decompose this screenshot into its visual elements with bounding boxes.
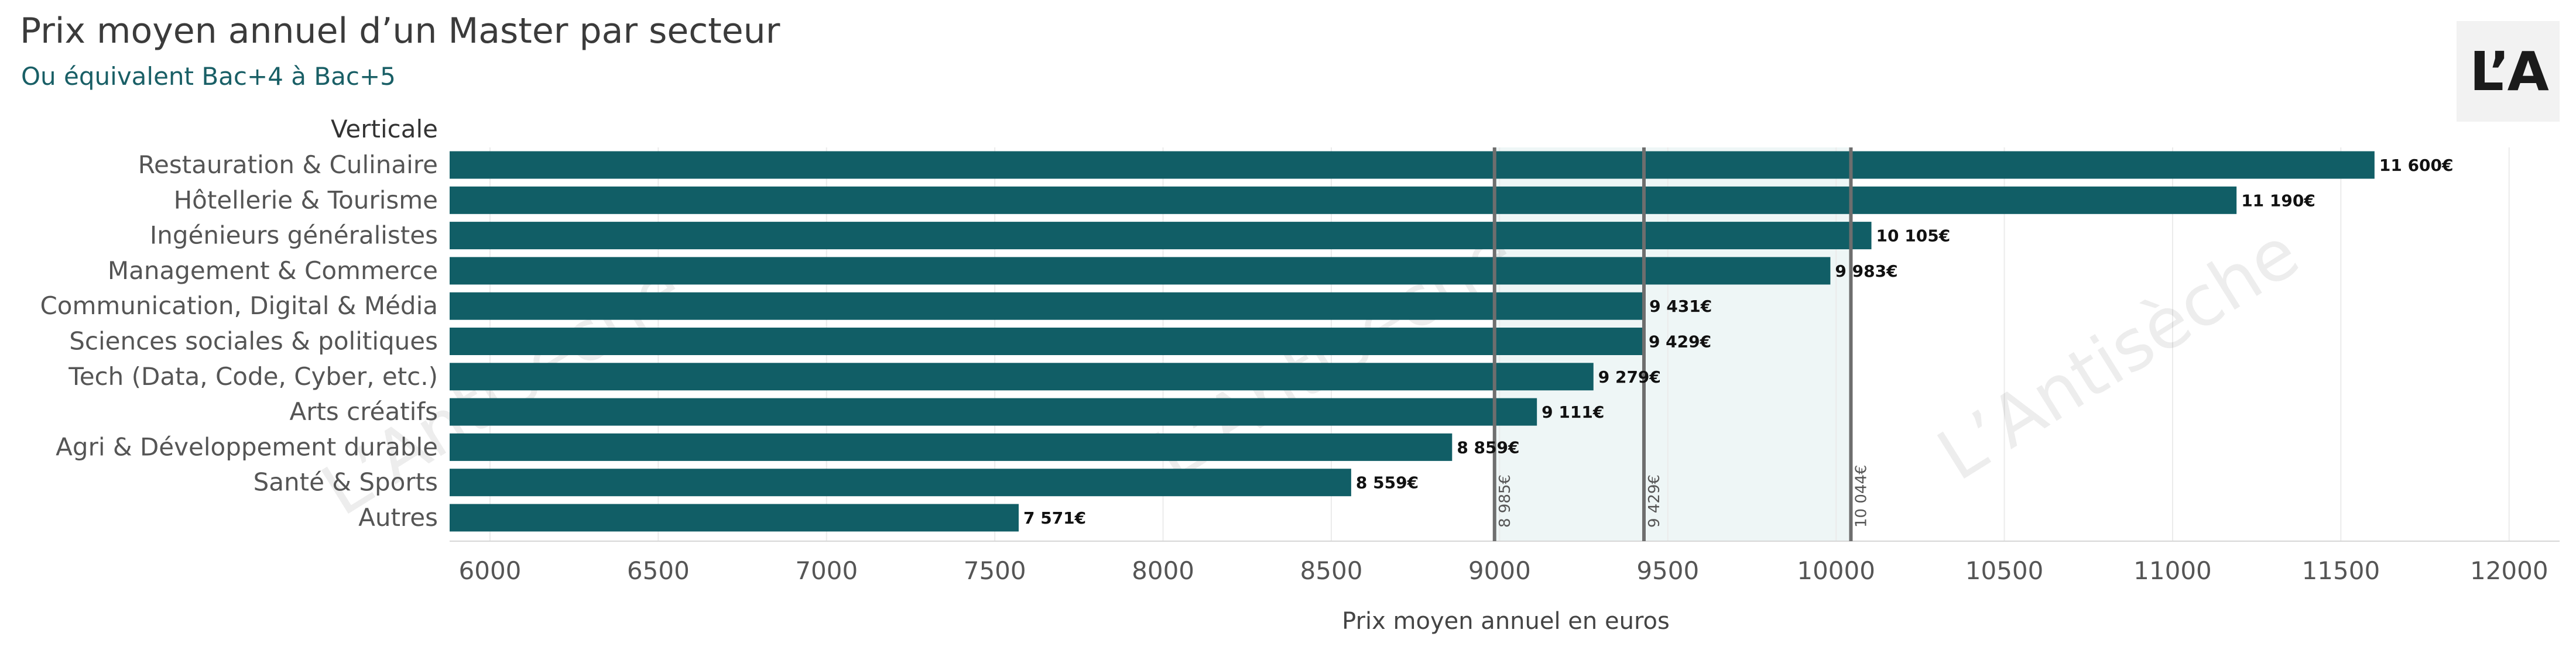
x-tick-label-8500: 8500 [1300, 556, 1363, 585]
x-tick-label-6000: 6000 [459, 556, 522, 585]
value-label-9: 8 559€ [1356, 473, 1419, 493]
value-label-6: 9 279€ [1598, 367, 1661, 387]
brand-logo: L’A [2457, 21, 2560, 122]
category-label-0: Restauration & Culinaire [138, 150, 438, 179]
x-axis-title: Prix moyen annuel en euros [1342, 608, 1670, 635]
x-tick-label-9500: 9500 [1636, 556, 1699, 585]
value-label-2: 10 105€ [1876, 226, 1951, 246]
chart-subtitle: Ou équivalent Bac+4 à Bac+5 [21, 62, 396, 91]
category-label-9: Santé & Sports [254, 468, 438, 497]
bar-4 [450, 292, 1645, 320]
category-label-10: Autres [358, 503, 438, 532]
category-label-4: Communication, Digital & Média [40, 291, 438, 320]
value-labels: 11 600€ 11 190€ 10 105€ 9 983€ 9 431€ 9 429€ 9… [1023, 156, 2454, 528]
bar-7 [450, 398, 1537, 426]
bar-0 [450, 151, 2375, 179]
x-axis-ticks: 6000 6500 7000 7500 8000 8500 9000 9500 10000 105… [459, 556, 2548, 585]
x-tick-label-11500: 11500 [2302, 556, 2380, 585]
reference-line-label-2: 10 044€ [1852, 465, 1870, 528]
bar-3 [450, 257, 1831, 285]
bars [450, 151, 2375, 532]
bar-1 [450, 186, 2237, 214]
category-label-3: Management & Commerce [108, 256, 438, 285]
x-tick-label-12000: 12000 [2470, 556, 2548, 585]
bar-10 [450, 504, 1019, 532]
x-tick-label-11000: 11000 [2133, 556, 2212, 585]
value-label-10: 7 571€ [1023, 508, 1086, 528]
bar-6 [450, 363, 1594, 391]
reference-line-label-0: 8 985€ [1496, 474, 1514, 528]
value-label-7: 9 111€ [1542, 402, 1604, 422]
value-label-1: 11 190€ [2241, 191, 2315, 210]
x-tick-label-10500: 10500 [1965, 556, 2044, 585]
bar-2 [450, 222, 1872, 250]
x-tick-label-8000: 8000 [1132, 556, 1194, 585]
value-label-5: 9 429€ [1649, 332, 1711, 352]
category-label-6: Tech (Data, Code, Cyber, etc.) [68, 362, 438, 391]
category-label-1: Hôtellerie & Tourisme [174, 185, 438, 214]
x-tick-label-7500: 7500 [964, 556, 1026, 585]
bar-9 [450, 469, 1351, 497]
x-tick-label-7000: 7000 [795, 556, 858, 585]
category-label-8: Agri & Développement durable [56, 432, 438, 461]
value-label-0: 11 600€ [2379, 156, 2454, 175]
category-label-5: Sciences sociales & politiques [69, 327, 438, 356]
x-tick-label-9000: 9000 [1468, 556, 1531, 585]
reference-line-label-1: 9 429€ [1646, 474, 1663, 528]
watermark-text: L’Antisèche [1924, 212, 2313, 497]
category-label-7: Arts créatifs [289, 397, 438, 426]
chart-title: Prix moyen annuel d’un Master par secteu… [20, 11, 780, 51]
x-tick-label-6500: 6500 [627, 556, 690, 585]
category-labels: Restauration & Culinaire Hôtellerie & Tou… [40, 150, 438, 532]
y-axis-title: Verticale [331, 115, 438, 143]
category-label-2: Ingénieurs généralistes [150, 221, 438, 250]
value-label-8: 8 859€ [1457, 438, 1519, 457]
value-label-3: 9 983€ [1835, 262, 1897, 281]
bar-5 [450, 328, 1644, 355]
reference-lines: 8 985€ 9 429€ 10 044€ [1492, 147, 1870, 541]
logo-text: L’A [2469, 40, 2549, 103]
bar-8 [450, 433, 1453, 461]
x-tick-label-10000: 10000 [1797, 556, 1875, 585]
value-label-4: 9 431€ [1649, 297, 1712, 316]
